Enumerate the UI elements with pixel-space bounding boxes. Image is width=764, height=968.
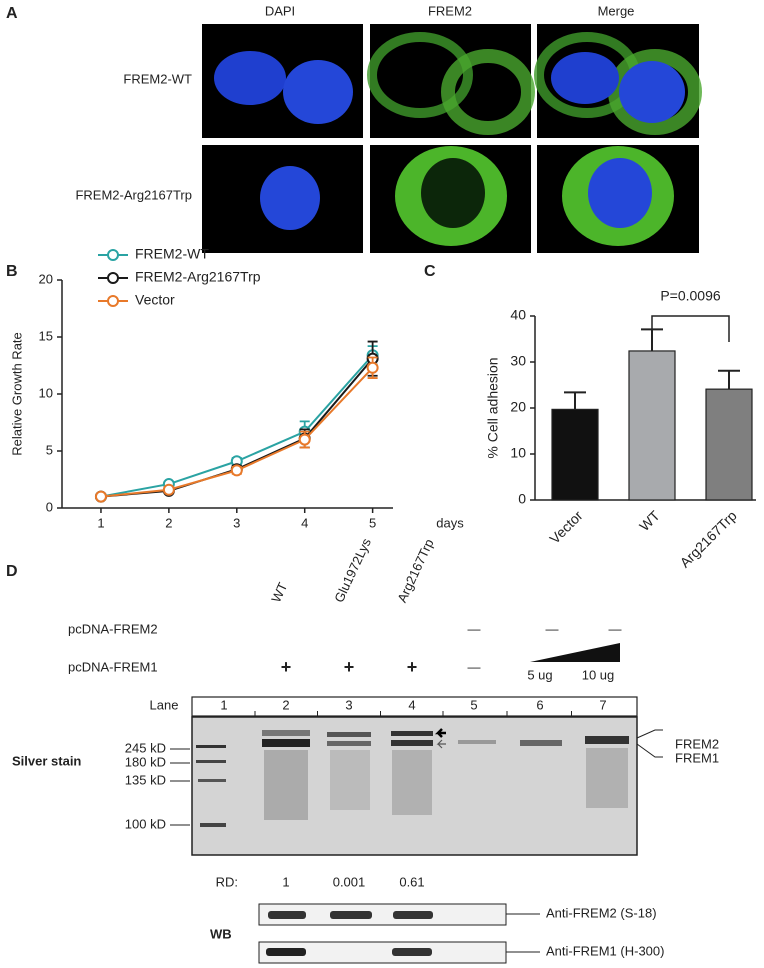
antibody-label: Anti-FREM2 (S-18) bbox=[546, 905, 657, 920]
y-axis-label: Relative Growth Rate bbox=[9, 332, 24, 456]
frem1-mark: + bbox=[281, 657, 292, 677]
micrographs bbox=[202, 24, 702, 253]
legend-marker bbox=[107, 295, 119, 307]
lane-number: 1 bbox=[220, 697, 227, 712]
frem1-mark: + bbox=[344, 657, 355, 677]
column-title: DAPI bbox=[265, 3, 295, 18]
construct-label: Glu1972Lys bbox=[331, 535, 374, 604]
band-label: FREM2 bbox=[675, 736, 719, 751]
row-title: pcDNA-FREM2 bbox=[68, 621, 158, 636]
data-point bbox=[162, 483, 175, 496]
row-title: FREM2-WT bbox=[123, 71, 192, 86]
x-tick-label: 3 bbox=[233, 515, 240, 530]
row-title: FREM2-Arg2167Trp bbox=[75, 187, 192, 202]
band-label: FREM1 bbox=[675, 750, 719, 765]
legend-label: FREM2-Arg2167Trp bbox=[135, 269, 261, 285]
dash: — bbox=[546, 621, 559, 636]
wb-label: WB bbox=[210, 926, 232, 941]
x-tick-label: 5 bbox=[369, 515, 376, 530]
y-tick-label: 20 bbox=[39, 271, 53, 286]
y-tick-label: 20 bbox=[510, 399, 526, 415]
dash: — bbox=[468, 621, 481, 636]
lane-number: 6 bbox=[536, 697, 543, 712]
row-title: pcDNA-FREM1 bbox=[68, 659, 158, 674]
marker-label: 100 kD bbox=[125, 816, 166, 831]
data-point bbox=[366, 361, 379, 374]
y-tick-label: 15 bbox=[39, 328, 53, 343]
data-point bbox=[230, 464, 243, 477]
legend-label: FREM2-WT bbox=[135, 246, 209, 262]
x-tick-label: 4 bbox=[301, 515, 308, 530]
rd-value: 0.001 bbox=[333, 874, 366, 889]
bar bbox=[628, 350, 676, 501]
series-line bbox=[100, 367, 374, 498]
lane-number: 5 bbox=[470, 697, 477, 712]
lane-title: Lane bbox=[150, 697, 179, 712]
x-tick-label: WT bbox=[636, 507, 663, 534]
frem1-mark: 5 ug bbox=[527, 667, 552, 682]
lane-number: 4 bbox=[408, 697, 415, 712]
bar bbox=[551, 408, 599, 501]
legend-marker bbox=[107, 272, 119, 284]
panel-label: B bbox=[6, 263, 18, 280]
antibody-label: Anti-FREM1 (H-300) bbox=[546, 943, 664, 958]
marker-label: 245 kD bbox=[125, 740, 166, 755]
dash: — bbox=[609, 621, 622, 636]
annotation: P=0.0096 bbox=[660, 288, 721, 304]
significance-bracket bbox=[651, 315, 730, 342]
x-tick-label: 2 bbox=[165, 515, 172, 530]
marker-label: 135 kD bbox=[125, 772, 166, 787]
construct-label: Arg2167Trp bbox=[394, 537, 436, 605]
column-title: FREM2 bbox=[428, 3, 472, 18]
panel-label: C bbox=[424, 263, 436, 280]
frem1-mark: 10 ug bbox=[582, 667, 615, 682]
y-tick-label: 10 bbox=[510, 445, 526, 461]
data-point bbox=[94, 490, 107, 503]
x-tick-label: Arg2167Trp bbox=[677, 507, 740, 570]
x-axis-label: days bbox=[436, 515, 464, 530]
panel-label: A bbox=[6, 5, 18, 22]
error-bar bbox=[718, 369, 740, 390]
y-tick-label: 40 bbox=[510, 307, 526, 323]
frem1-mark: — bbox=[468, 659, 481, 674]
y-tick-label: 10 bbox=[39, 385, 53, 400]
frem1-mark: + bbox=[407, 657, 418, 677]
y-tick-label: 30 bbox=[510, 353, 526, 369]
gel-label: Silver stain bbox=[12, 753, 81, 768]
lane-number: 7 bbox=[599, 697, 606, 712]
rd-value: 0.61 bbox=[399, 874, 424, 889]
y-tick-label: 0 bbox=[518, 491, 526, 507]
bar bbox=[705, 388, 753, 501]
gel bbox=[170, 643, 663, 964]
construct-label: WT bbox=[268, 580, 290, 605]
legend-marker bbox=[107, 249, 119, 261]
rd-label: RD: bbox=[216, 874, 238, 889]
legend-label: Vector bbox=[135, 292, 175, 308]
error-bar bbox=[564, 391, 586, 410]
lane-number: 2 bbox=[282, 697, 289, 712]
rd-value: 1 bbox=[282, 874, 289, 889]
panel-label: D bbox=[6, 563, 18, 580]
lane-number: 3 bbox=[345, 697, 352, 712]
marker-label: 180 kD bbox=[125, 754, 166, 769]
x-tick-label: Vector bbox=[546, 507, 586, 547]
y-tick-label: 0 bbox=[46, 499, 53, 514]
y-axis-label: % Cell adhesion bbox=[485, 357, 501, 458]
x-tick-label: 1 bbox=[97, 515, 104, 530]
y-tick-label: 5 bbox=[46, 442, 53, 457]
data-point bbox=[298, 433, 311, 446]
column-title: Merge bbox=[598, 3, 635, 18]
